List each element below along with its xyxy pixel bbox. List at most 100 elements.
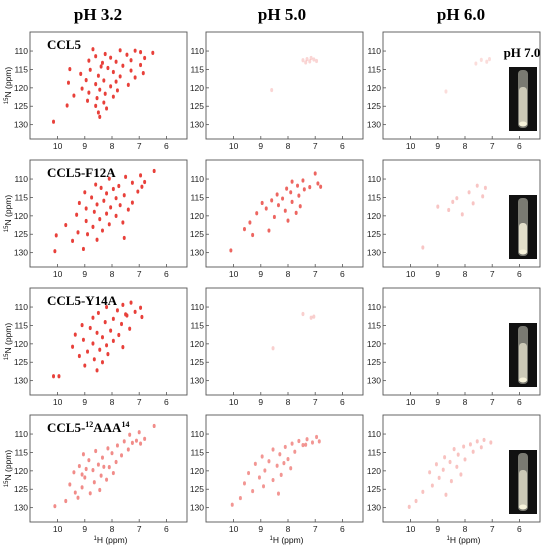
nmr-peak (94, 182, 98, 187)
nmr-peak (248, 220, 252, 225)
nmr-peak (68, 66, 72, 72)
x-tick-label: 8 (463, 524, 468, 534)
nmr-peak (414, 498, 418, 504)
nmr-peak (84, 218, 88, 224)
nmr-peak (255, 211, 259, 216)
nmr-peak (95, 96, 99, 101)
x-tick-label: 7 (490, 141, 495, 151)
nmr-peak (128, 326, 132, 331)
nmr-peak (92, 357, 96, 362)
y-tick-label: 125 (367, 101, 381, 111)
nmr-peak (109, 328, 113, 333)
nmr-peak (71, 344, 75, 349)
x-tick-label: 10 (229, 397, 239, 407)
nmr-peak (100, 335, 104, 340)
nmr-peak (489, 440, 493, 445)
tube-liquid (519, 343, 527, 382)
nmr-peak (109, 84, 113, 89)
nmr-peak (271, 447, 275, 452)
nmr-peak (86, 232, 90, 237)
nmr-peak (94, 103, 98, 108)
x-tick-label: 8 (286, 269, 291, 279)
nmr-peak (283, 444, 287, 450)
x-axis-label: 1H (ppm) (93, 535, 127, 545)
nmr-peak (312, 314, 316, 319)
nmr-peak (302, 187, 306, 192)
nmr-peak (293, 449, 297, 454)
nmr-peak (304, 442, 308, 447)
nmr-peak (455, 464, 459, 469)
nmr-peak (77, 353, 81, 359)
nmr-peak (140, 184, 144, 189)
nmr-peak (95, 368, 99, 373)
nmr-peak (94, 54, 98, 59)
y-tick-label: 125 (190, 229, 204, 239)
nmr-peak (102, 464, 106, 469)
nmr-peak (143, 179, 147, 185)
nmr-peak (309, 315, 313, 320)
y-tick-label: 115 (14, 192, 28, 202)
panel-ccl5-ph-5-0: 110 115 120 125 130 10 9 8 7 6 (190, 31, 364, 151)
tube-bottom-highlight (519, 249, 527, 255)
nmr-peak (103, 51, 107, 57)
nmr-peak (459, 472, 463, 477)
nmr-peak (102, 100, 106, 105)
nmr-peak (467, 190, 471, 195)
nmr-peak (121, 302, 125, 307)
y-tick-label: 115 (190, 192, 204, 202)
nmr-peak (115, 88, 119, 93)
nmr-peak (475, 439, 479, 444)
x-tick-label: 6 (164, 141, 169, 151)
nmr-peak (312, 57, 316, 62)
y-tick-label: 120 (190, 211, 204, 221)
nmr-peak (137, 430, 141, 435)
nmr-peak (128, 432, 132, 437)
nmr-peak (110, 451, 114, 456)
nmr-peak (96, 462, 100, 467)
nmr-peak (304, 60, 308, 65)
x-tick-label: 8 (463, 141, 468, 151)
nmr-peak (451, 199, 455, 204)
nmr-peak (106, 446, 110, 451)
nmr-peak (64, 498, 68, 504)
nmr-peak (99, 185, 103, 190)
nmr-peak (107, 222, 111, 227)
y-tick-label: 115 (190, 64, 204, 74)
y-axis-label: 15N (ppm) (3, 195, 13, 233)
y-tick-label: 130 (190, 503, 204, 513)
y-tick-label: 110 (190, 302, 204, 312)
nmr-peak (111, 470, 115, 476)
column-header-ph-3-2: pH 3.2 (74, 5, 122, 24)
x-tick-label: 7 (137, 141, 142, 151)
y-tick-label: 125 (14, 229, 28, 239)
nmr-peak (139, 62, 143, 68)
x-tick-label: 6 (517, 397, 522, 407)
nmr-peak (247, 470, 251, 476)
nmr-peak (99, 64, 103, 69)
nmr-peak (91, 47, 95, 52)
nmr-peak (278, 452, 282, 457)
nmr-peak (421, 245, 425, 250)
nmr-peak (84, 206, 88, 211)
y-tick-label: 120 (14, 339, 28, 349)
x-tick-label: 8 (463, 397, 468, 407)
y-tick-label: 125 (367, 229, 381, 239)
tube-liquid (519, 87, 527, 126)
nmr-peak (91, 341, 95, 346)
nmr-peak (103, 91, 107, 96)
nmr-peak (109, 205, 113, 210)
nmr-peak (317, 439, 321, 444)
nmr-peak (444, 492, 448, 497)
nmr-peak (122, 193, 126, 198)
panel-frame (29, 287, 188, 396)
x-tick-label: 6 (164, 269, 169, 279)
panel-ccl5-f12a-ph-3-2: 110 115 120 125 130 10 9 8 7 6 (14, 159, 188, 279)
y-tick-label: 120 (367, 466, 381, 476)
nmr-peak (114, 213, 118, 218)
nmr-peak (152, 423, 156, 429)
y-tick-label: 110 (14, 302, 28, 312)
nmr-peak (96, 110, 100, 115)
nmr-peak (75, 212, 79, 217)
nmr-peak (102, 78, 106, 83)
nmr-peak (94, 82, 98, 87)
